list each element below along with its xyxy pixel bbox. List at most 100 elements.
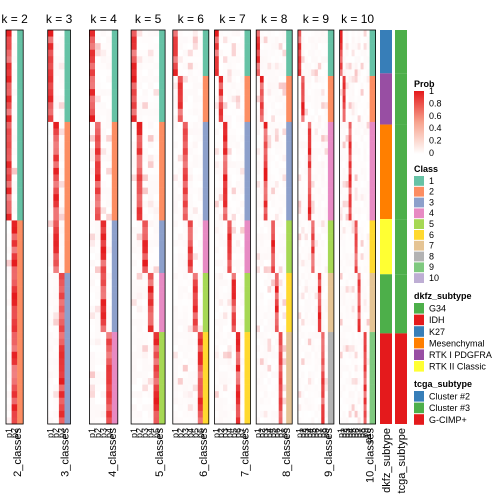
heatmap-cell [297,69,302,77]
heatmap-cell [263,312,268,320]
heatmap-cell [142,227,149,234]
heatmap-cell [256,332,261,339]
heatmap-cell [100,30,107,37]
heatmap-cell [136,240,143,247]
class-cell [159,207,166,215]
heatmap-cell [259,246,264,254]
heatmap-cell [342,240,346,247]
heatmap-cell [100,410,107,418]
heatmap-cell [187,318,193,326]
heatmap-cell [153,292,160,300]
prob-tick-label: 0.4 [429,123,442,133]
heatmap-cell [278,391,283,399]
heatmap-cell [136,161,143,169]
heatmap-cell [342,312,346,320]
heatmap-cell [47,292,54,300]
heatmap-cell [223,82,228,90]
heatmap-cell [301,240,305,247]
column-label: p8 [318,428,328,438]
heatmap-cell [231,141,237,149]
heatmap-cell [131,154,137,162]
heatmap-cell [147,161,154,169]
column-label: p2 [216,428,226,438]
heatmap-cell [324,397,329,405]
heatmap-cell [95,200,101,208]
heatmap-cell [47,391,54,399]
heatmap-cell [354,82,358,90]
heatmap-cell [304,30,309,37]
heatmap-cell [147,233,154,241]
heatmap-cell [172,338,178,346]
heatmap-cell [259,213,264,221]
heatmap-cell [311,30,315,37]
heatmap-cell [58,292,65,300]
heatmap-cell [131,220,137,228]
heatmap-cell [58,181,65,188]
heatmap-cell [172,345,178,353]
heatmap-cell [214,417,219,425]
heatmap-cell [89,259,96,267]
class-cell [327,89,334,96]
heatmap-cell [218,233,224,241]
heatmap-cell [339,108,343,116]
heatmap-cell [307,194,312,202]
column-label: p8 [279,428,289,438]
heatmap-cell [256,410,261,418]
heatmap-cell [263,299,268,307]
heatmap-cell [172,404,178,412]
heatmap-cell [339,43,343,50]
heatmap-cell [47,384,54,392]
heatmap-cell [89,194,96,202]
heatmap-cell [89,233,96,241]
class-cell [111,417,118,425]
heatmap-cell [342,36,346,44]
heatmap-cell [301,36,305,44]
heatmap-cell [351,279,355,287]
heatmap-cell [131,292,137,300]
heatmap-cell [342,305,346,313]
heatmap-cell [142,115,149,123]
class-cell [159,200,166,208]
heatmap-cell [282,266,287,274]
legend-title-prob: Prob [414,79,435,89]
heatmap-cell [354,286,358,293]
heatmap-cell [297,56,302,64]
heatmap-cell [348,154,352,162]
heatmap-cell [366,174,370,182]
heatmap-cell [363,240,367,247]
class-cell [286,141,293,149]
heatmap-cell [58,30,65,37]
heatmap-cell [227,108,232,116]
heatmap-cell [256,43,261,50]
heatmap-cell [235,384,241,392]
heatmap-cell [231,174,237,182]
heatmap-cell [53,279,60,287]
heatmap-cell [311,82,315,90]
heatmap-cell [235,318,241,326]
heatmap-cell [301,397,305,405]
heatmap-cell [363,417,367,425]
heatmap-cell [153,259,160,267]
heatmap-cell [342,286,346,293]
class-cell [327,378,334,385]
heatmap-cell [192,227,198,234]
heatmap-cell [240,141,245,149]
heatmap-cell [348,220,352,228]
heatmap-cell [192,128,198,136]
heatmap-cell [136,95,143,103]
heatmap-cell [6,174,12,182]
heatmap-cell [106,325,112,333]
heatmap-cell [357,266,361,274]
heatmap-cell [172,62,178,70]
heatmap-cell [53,181,60,188]
heatmap-cell [240,56,245,64]
class-cell [202,200,209,208]
heatmap-cell [317,43,322,50]
heatmap-cell [142,272,149,280]
heatmap-cell [11,89,18,96]
class-cell [159,391,166,399]
heatmap-cell [172,364,178,372]
heatmap-cell [214,332,219,339]
class-cell [286,194,293,202]
